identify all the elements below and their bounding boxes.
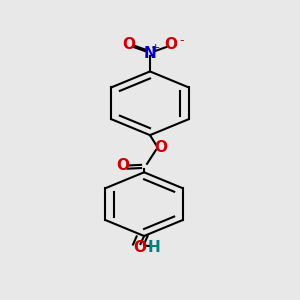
Text: +: + [151, 43, 160, 53]
Text: O: O [154, 140, 167, 155]
Text: O: O [164, 38, 177, 52]
Text: O: O [123, 38, 136, 52]
Text: -: - [179, 34, 184, 47]
Text: H: H [148, 240, 161, 255]
Text: O: O [133, 240, 146, 255]
Text: N: N [144, 46, 156, 61]
Text: O: O [117, 158, 130, 173]
